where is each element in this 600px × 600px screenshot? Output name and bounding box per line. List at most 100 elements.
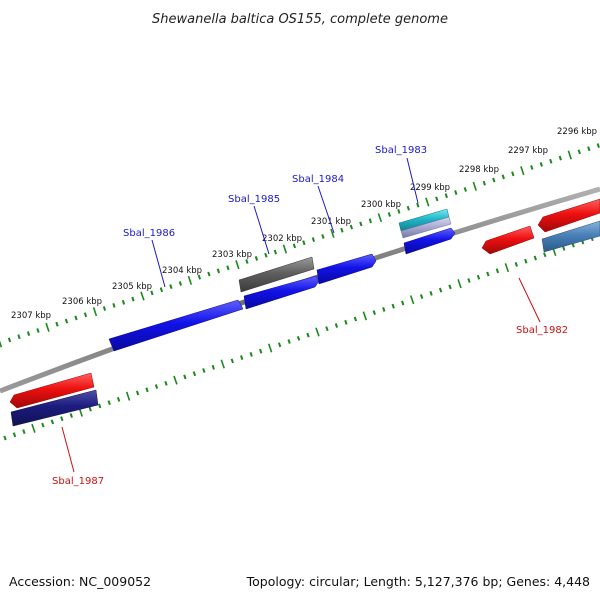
major-tick	[187, 275, 193, 285]
major-tick	[173, 375, 178, 385]
tick-label: 2299 kbp	[410, 183, 450, 193]
gene-arrow-sbal-1984[interactable]	[316, 253, 377, 285]
minor-tick	[121, 299, 126, 305]
minor-tick	[55, 321, 59, 327]
minor-tick	[277, 342, 282, 348]
minor-tick	[273, 249, 278, 255]
gene-arrow-sbal-1982[interactable]	[481, 225, 535, 255]
minor-tick	[397, 209, 401, 214]
major-tick	[409, 295, 415, 305]
gene-label-sbal-1987[interactable]: Sbal_1987	[52, 476, 104, 487]
minor-tick	[249, 351, 253, 357]
gene-arrow-sbal-1983[interactable]	[403, 227, 456, 255]
minor-tick	[226, 265, 230, 271]
minor-tick	[511, 171, 515, 177]
gene-label-sbal-1983[interactable]: Sbal_1983	[375, 145, 427, 156]
minor-tick	[197, 274, 202, 280]
tick-label: 2306 kbp	[62, 297, 102, 307]
minor-tick	[22, 429, 26, 435]
major-tick	[92, 307, 98, 317]
gene-arrow-sbal-1987[interactable]	[9, 372, 95, 409]
minor-tick	[131, 296, 135, 302]
minor-tick	[438, 287, 443, 293]
minor-tick	[416, 202, 420, 208]
minor-tick	[302, 240, 306, 246]
minor-tick	[558, 155, 562, 161]
major-tick	[235, 260, 240, 270]
minor-tick	[60, 416, 64, 422]
gene-feature-navy[interactable]	[10, 389, 99, 427]
gene-arrow-sbal-1986[interactable]	[108, 299, 244, 352]
minor-tick	[321, 234, 325, 239]
minor-tick	[401, 300, 405, 306]
minor-tick	[454, 190, 458, 196]
gene-arrow-sbal-1985[interactable]	[243, 275, 320, 310]
minor-tick	[287, 339, 291, 344]
minor-tick	[492, 177, 496, 183]
tick-label: 2298 kbp	[459, 165, 499, 175]
major-tick	[125, 391, 131, 401]
gene-arrow-red-right[interactable]	[537, 198, 600, 233]
minor-tick	[83, 312, 88, 318]
map-title: Shewanella baltica OS155, complete genom…	[152, 12, 448, 27]
minor-tick	[387, 212, 391, 217]
major-tick	[282, 244, 288, 254]
minor-tick	[382, 306, 386, 312]
tick-label: 2307 kbp	[11, 311, 51, 321]
minor-tick	[476, 274, 481, 280]
minor-tick	[88, 406, 92, 412]
minor-tick	[36, 328, 40, 333]
tick-label: 2301 kbp	[311, 217, 351, 227]
minor-tick	[135, 390, 140, 396]
minor-tick	[530, 165, 534, 170]
reverse-features	[9, 198, 600, 427]
gene-feature-steel[interactable]	[541, 220, 600, 253]
minor-tick	[26, 331, 31, 337]
minor-tick	[202, 368, 206, 373]
gene-labels: Sbal_1983 Sbal_1984 Sbal_1985 Sbal_1986 …	[52, 145, 568, 487]
minor-tick	[587, 146, 591, 152]
minor-tick	[482, 180, 486, 186]
gene-label-sbal-1986[interactable]: Sbal_1986	[123, 228, 175, 239]
minor-tick	[159, 287, 164, 293]
minor-tick	[164, 380, 168, 386]
minor-tick	[216, 268, 221, 274]
gene-label-sbal-1982[interactable]: Sbal_1982	[516, 325, 568, 336]
minor-tick	[419, 294, 424, 299]
minor-tick	[154, 384, 159, 389]
minor-tick	[98, 403, 102, 409]
gene-label-sbal-1984[interactable]: Sbal_1984	[292, 174, 344, 185]
minor-tick	[334, 323, 339, 328]
gene-feature-trna-lower[interactable]	[400, 216, 452, 239]
minor-tick	[17, 334, 21, 340]
major-tick	[31, 423, 36, 433]
minor-tick	[444, 193, 448, 199]
minor-tick	[50, 419, 55, 425]
minor-tick	[296, 335, 301, 341]
major-tick	[520, 166, 525, 176]
minor-tick	[116, 396, 121, 402]
minor-tick	[254, 255, 259, 261]
major-tick	[504, 263, 510, 273]
minor-tick	[549, 158, 553, 164]
minor-tick	[514, 261, 518, 267]
minor-tick	[12, 432, 17, 438]
tick-label: 2296 kbp	[557, 127, 597, 137]
minor-tick	[340, 227, 344, 233]
minor-tick	[112, 303, 116, 308]
minor-tick	[102, 306, 107, 311]
gene-feature-gray[interactable]	[238, 256, 315, 293]
minor-tick	[372, 310, 376, 316]
minor-tick	[169, 284, 173, 290]
minor-tick	[359, 221, 363, 227]
tick-label: 2297 kbp	[508, 146, 548, 156]
minor-tick	[292, 243, 297, 249]
gene-label-sbal-1985[interactable]: Sbal_1985	[228, 194, 280, 205]
major-tick	[362, 311, 368, 321]
tick-label: 2305 kbp	[112, 282, 152, 292]
accession-text: Accession: NC_009052	[9, 574, 151, 589]
tick-label: 2304 kbp	[162, 266, 202, 276]
minor-tick	[150, 290, 154, 296]
major-tick	[315, 327, 320, 337]
